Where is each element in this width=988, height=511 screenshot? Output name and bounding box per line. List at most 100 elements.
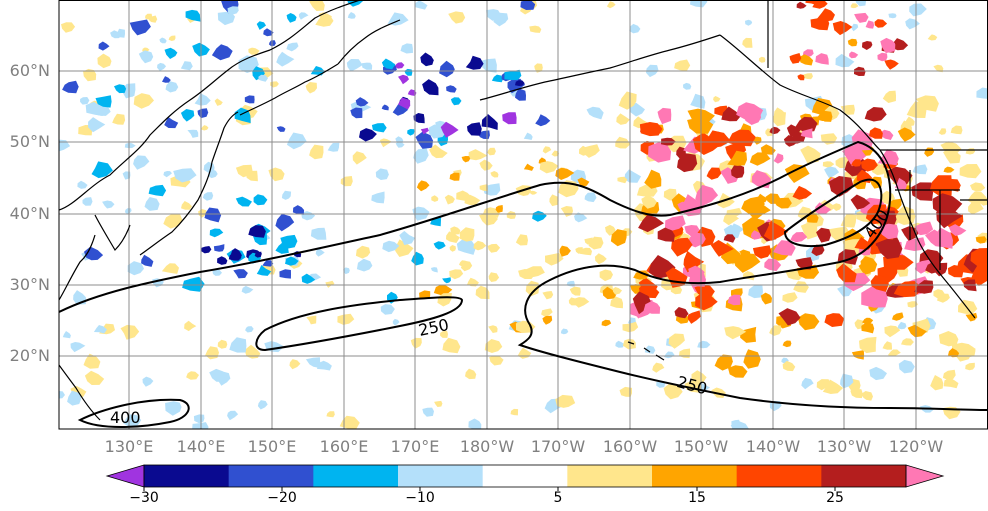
anomaly-patch [690,0,708,8]
anomaly-patch [915,95,939,112]
anomaly-patch [211,44,233,61]
anomaly-patch [911,182,934,201]
alaska-coast [719,34,881,151]
anomaly-patch [510,408,519,416]
anomaly-patch [233,269,248,279]
anomaly-patch [579,247,592,256]
anomaly-patch [449,269,464,280]
anomaly-patch [459,227,475,242]
anomaly-patch [815,202,832,215]
anomaly-patch [639,122,663,137]
anomaly-patch [622,338,636,350]
anomaly-patch [541,308,553,318]
anomaly-patch [456,190,471,202]
anomaly-patch [122,171,131,180]
anomaly-patch [182,276,205,292]
anomaly-patch [914,259,932,274]
anomaly-patch [948,224,967,236]
anomaly-patch [870,275,889,292]
anomaly-patch [133,93,154,109]
china-coast [59,234,96,301]
anomaly-patch [162,76,171,83]
anomaly-patch [493,12,509,27]
anomaly-patch [407,89,417,96]
anomaly-patch [289,359,301,370]
anomaly-patch [671,237,693,257]
anomaly-patch [934,227,953,249]
anomaly-patch [381,58,396,70]
colorbar-segment [567,465,653,487]
anomaly-patch [745,19,753,26]
anomaly-patch [971,262,988,286]
contour-400-small [77,398,190,428]
anomaly-patch [439,60,455,78]
contours [59,140,988,428]
anomaly-patch [515,320,536,333]
anomaly-patch [275,242,289,254]
anomaly-patch [723,211,739,226]
lat-label-20n: 20°N [9,346,50,365]
anomaly-patch [958,299,978,315]
lon-label-120w: 120°W [888,437,944,456]
anomaly-patch [965,362,975,371]
anomaly-patch [559,245,571,257]
anomaly-patch [133,155,150,170]
anomaly-patch [446,231,460,243]
anomaly-patch [145,13,153,20]
anomaly-patch [449,172,460,181]
anomaly-patch [884,59,899,70]
anomaly-patch [668,333,685,349]
lat-label-50n: 50°N [9,132,50,151]
anomaly-patch [310,227,327,240]
anomaly-patch [305,82,317,94]
anomaly-patch [860,158,878,172]
anomaly-patch [80,97,90,105]
anomaly-patch [816,227,831,243]
anomaly-patch [355,245,371,259]
anomaly-patch [523,132,533,140]
anomaly-patch [449,245,456,252]
anomaly-patch [657,107,672,125]
anomaly-patch [817,8,835,22]
anomaly-patch [753,136,762,145]
anomaly-patch [643,301,661,314]
kuril-chain [239,63,339,116]
anomaly-patch [84,370,105,385]
anomaly-patch [62,80,79,94]
anomaly-patch [204,207,222,223]
anomaly-patch [217,339,228,349]
anomaly-patch [518,269,536,279]
anomaly-patch [629,102,645,117]
anomaly-patch [714,354,733,371]
anomaly-patch [450,97,462,106]
anomaly-patch [371,191,385,204]
anomaly-patch [301,211,316,221]
anomaly-patch [740,326,757,343]
anomaly-patch [948,348,960,358]
anomaly-patch [760,144,776,155]
anomaly-patch [832,203,842,211]
anomaly-patch [815,53,829,65]
anomaly-patch [245,326,254,333]
anomaly-patch [350,107,363,119]
anomaly-patch [683,250,705,273]
anomaly-patch [618,91,637,110]
anomaly-patch [763,220,789,241]
anomaly-patch [495,205,503,213]
anomaly-patch [235,196,252,207]
anomaly-patch [769,325,782,336]
anomaly-patch [433,241,446,250]
anomaly-patch [276,51,295,67]
lon-label-130w: 130°W [816,437,872,456]
colorbar-segment [144,465,230,487]
kamchatka [337,19,401,65]
anomaly-patch [687,310,701,324]
anomaly-patch [202,192,214,201]
anomaly-patch [615,136,631,149]
anomaly-patch [898,359,915,374]
anomaly-patch [164,47,178,59]
anomaly-patch [976,87,988,99]
anomaly-patch [481,114,498,130]
anomaly-patch [862,41,873,50]
anomaly-patch [828,226,851,242]
